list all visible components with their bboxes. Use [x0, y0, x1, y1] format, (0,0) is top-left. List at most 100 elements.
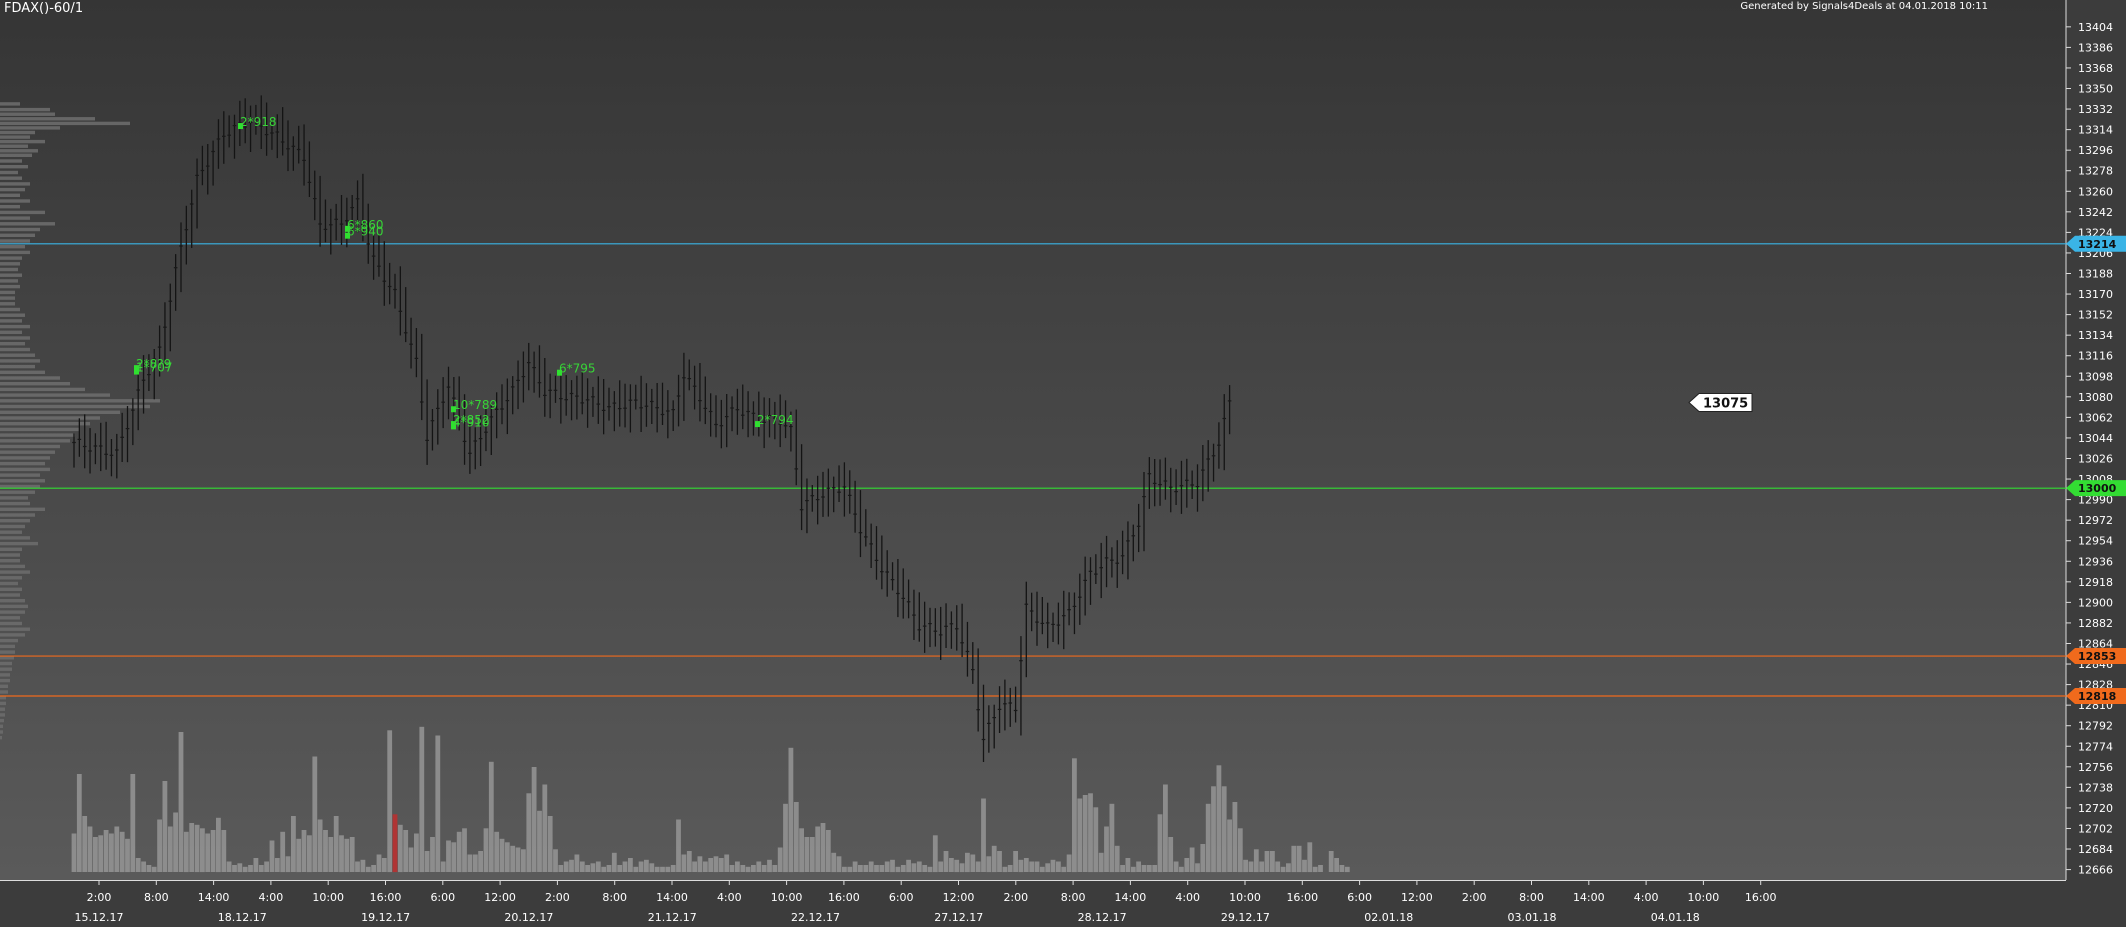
volume-bar — [280, 831, 286, 873]
volume-bar — [858, 865, 863, 872]
volume-bar — [740, 865, 746, 872]
volume-bar — [761, 865, 767, 872]
volume-bar — [451, 842, 457, 873]
volume-bar — [558, 865, 564, 872]
profile-bar — [0, 439, 70, 443]
volume-bar — [1066, 854, 1072, 872]
volume-bar — [478, 851, 483, 872]
profile-bar — [0, 490, 35, 494]
profile-bar — [0, 313, 25, 317]
price-tick-label: 12882 — [2078, 617, 2113, 630]
volume-bar — [1163, 784, 1168, 872]
volume-bars — [71, 726, 1350, 873]
volume-bar — [708, 858, 714, 872]
level-tag-label: 13214 — [2078, 238, 2117, 251]
profile-bar — [0, 222, 55, 226]
volume-bar — [697, 856, 703, 873]
price-tick-label: 13296 — [2078, 144, 2113, 157]
volume-bar — [820, 823, 826, 872]
volume-bar — [649, 863, 655, 873]
volume-bar — [601, 866, 607, 873]
price-tick-label: 13044 — [2078, 432, 2113, 445]
volume-bar — [242, 866, 248, 873]
time-tick-label: 4:00 — [1175, 891, 1200, 904]
volume-bar — [381, 858, 387, 872]
volume-bar — [98, 835, 104, 873]
volume-bar — [1216, 765, 1222, 873]
time-tick-label: 12:00 — [943, 891, 975, 904]
volume-bar — [1248, 861, 1254, 872]
profile-bar — [0, 627, 30, 631]
price-axis-background — [2066, 0, 2126, 927]
volume-bar — [836, 856, 842, 873]
volume-bar — [360, 859, 366, 873]
volume-bar — [745, 866, 751, 873]
date-label: 19.12.17 — [361, 911, 410, 924]
signal-marker — [345, 225, 350, 232]
volume-bar — [258, 865, 264, 872]
volume-bar — [938, 861, 944, 872]
date-label: 18.12.17 — [218, 911, 267, 924]
volume-bar — [959, 863, 965, 873]
volume-bar — [82, 816, 88, 872]
volume-bar — [735, 861, 740, 872]
date-label: 15.12.17 — [75, 911, 124, 924]
volume-bar — [863, 865, 869, 872]
volume-bar — [531, 767, 537, 872]
profile-bar — [0, 227, 40, 232]
profile-bar — [0, 616, 20, 620]
level-tag — [2066, 235, 2126, 252]
signal-marker — [755, 421, 760, 428]
signal-marker — [134, 365, 139, 372]
price-tick-label: 13026 — [2078, 452, 2113, 465]
volume-bar — [1259, 861, 1265, 872]
profile-bar — [0, 576, 22, 580]
profile-bar — [0, 376, 60, 380]
time-tick-label: 10:00 — [771, 891, 803, 904]
profile-bar — [0, 302, 15, 306]
volume-bar — [622, 861, 628, 872]
volume-bar — [1146, 865, 1152, 872]
profile-bar — [0, 661, 12, 666]
volume-bar — [633, 866, 639, 873]
volume-bar — [676, 819, 681, 872]
volume-bar — [868, 861, 874, 872]
volume-bar — [419, 726, 425, 873]
profile-bar — [0, 547, 22, 551]
time-tick-label: 2:00 — [87, 891, 112, 904]
signal-label: 6*860 — [347, 218, 384, 232]
volume-bar — [135, 858, 141, 872]
volume-bar — [312, 756, 318, 872]
volume-bar — [1168, 837, 1174, 872]
profile-bar — [0, 461, 45, 466]
date-label: 21.12.17 — [648, 911, 697, 924]
volume-bar — [1114, 845, 1120, 873]
volume-bar — [553, 849, 558, 873]
volume-bar — [638, 861, 644, 872]
volume-bar — [414, 833, 419, 872]
volume-bar — [1312, 866, 1318, 873]
signal-marker — [134, 368, 139, 375]
profile-bar — [0, 307, 20, 312]
signal-label: 2*918 — [240, 115, 277, 129]
profile-bar — [0, 130, 35, 135]
volume-bar — [611, 852, 617, 873]
profile-bar — [0, 718, 4, 723]
volume-bar — [440, 861, 446, 872]
profile-bar — [0, 513, 35, 517]
volume-bar — [328, 837, 334, 872]
volume-bar — [686, 851, 692, 872]
profile-bar — [0, 456, 50, 460]
profile-bar — [0, 427, 80, 432]
price-tick-label: 12666 — [2078, 864, 2113, 877]
volume-bar — [1050, 859, 1056, 873]
plot-background — [0, 0, 2066, 880]
signal-label: 2*852 — [453, 413, 490, 427]
profile-bar — [0, 444, 60, 449]
volume-bar — [537, 810, 542, 872]
volume-bar — [248, 865, 253, 872]
profile-bar — [0, 581, 18, 586]
profile-bar — [0, 245, 25, 249]
